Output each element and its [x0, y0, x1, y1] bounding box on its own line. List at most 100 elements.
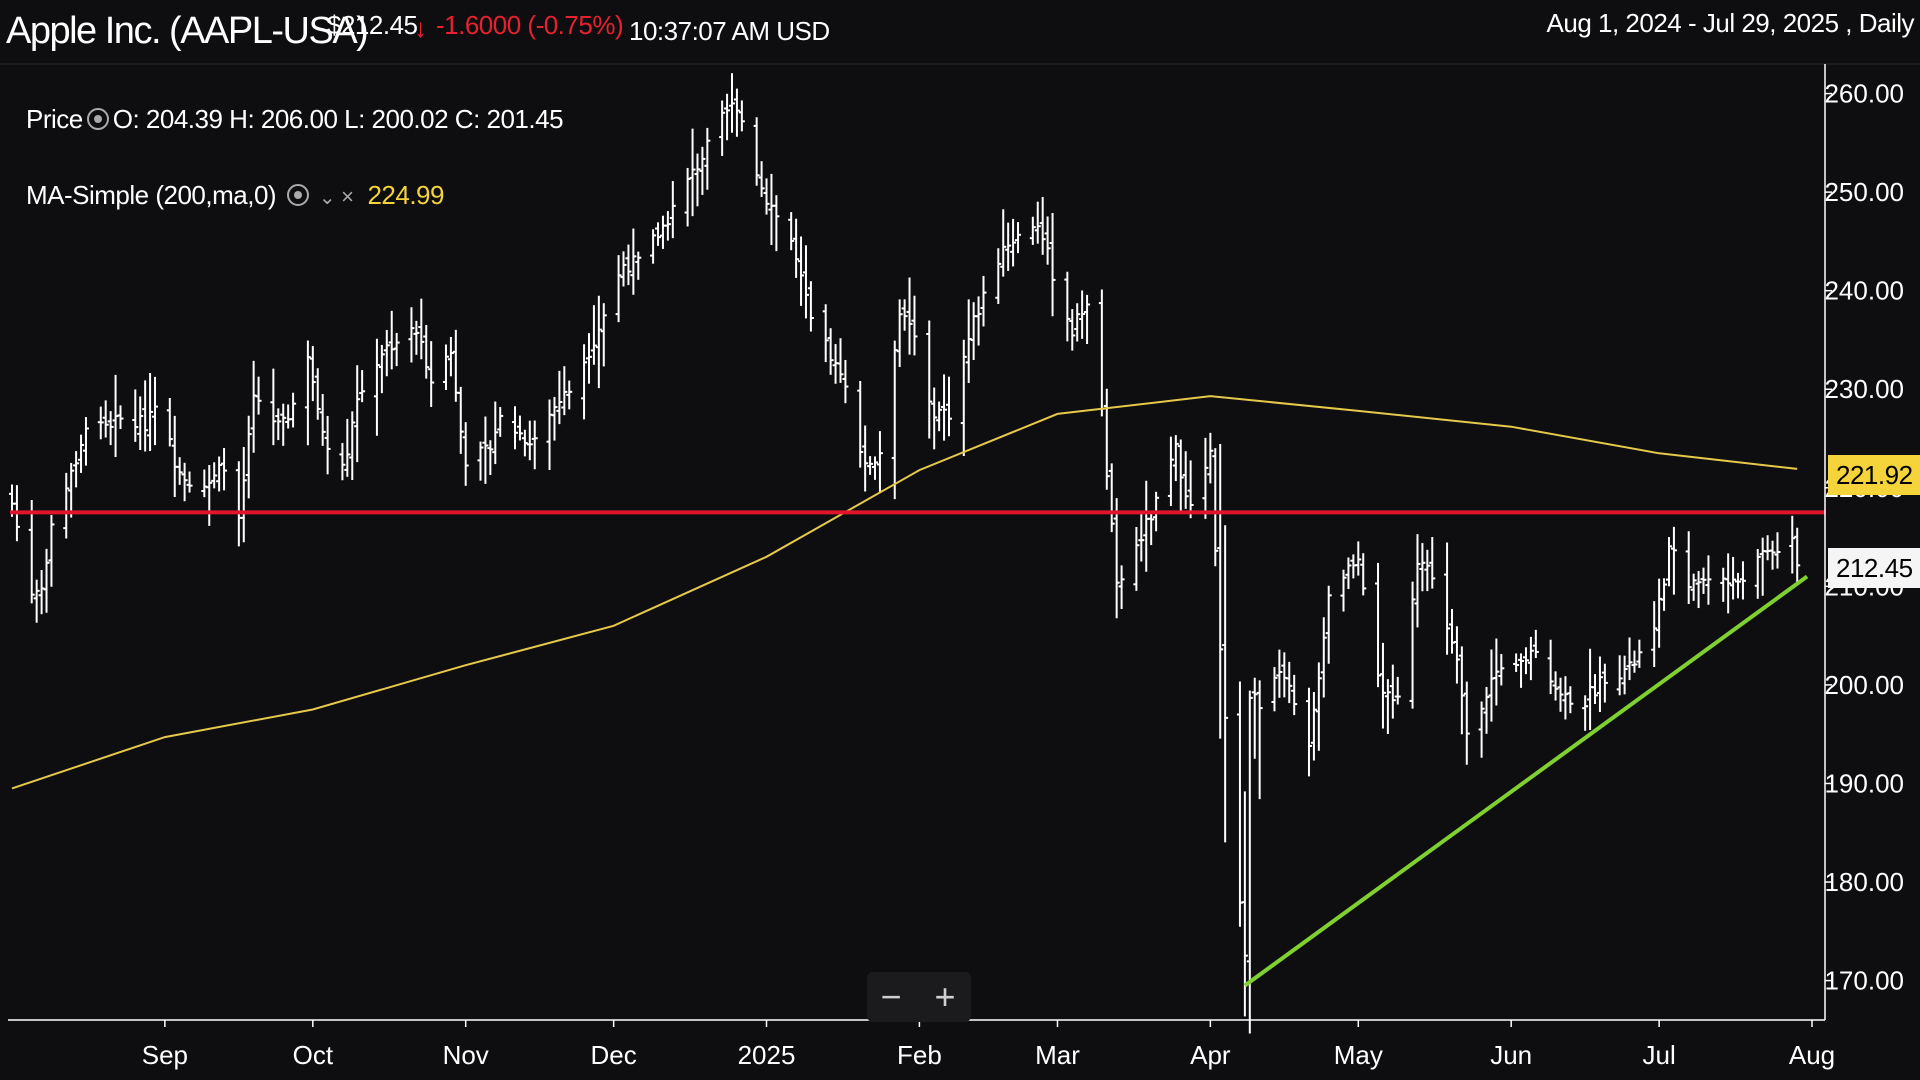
ohlc-bar — [359, 370, 366, 403]
zoom-controls: − + — [867, 972, 971, 1022]
ohlc-bar — [521, 429, 528, 457]
ohlc-bar — [738, 100, 745, 132]
ohlc-bar — [1527, 636, 1534, 681]
ohlc-bar — [447, 336, 454, 377]
ohlc-bar — [1513, 653, 1520, 672]
ohlc-bar — [68, 462, 75, 518]
ohlc-bar — [1665, 537, 1672, 587]
x-tick-label: Jun — [1490, 1040, 1532, 1070]
ohlc-bar — [901, 299, 908, 331]
ohlc-bar — [1389, 664, 1396, 719]
ma-legend-label: MA-Simple (200,ma,0) — [26, 180, 277, 210]
ohlc-bar — [1705, 555, 1712, 605]
x-tick-label: Feb — [897, 1040, 942, 1070]
ohlc-bar — [423, 324, 430, 379]
ohlc-bar — [1522, 647, 1529, 675]
date-range[interactable]: Aug 1, 2024 - Jul 29, 2025 , Daily — [1546, 8, 1915, 38]
ohlc-bar — [827, 328, 834, 375]
trend-line[interactable] — [1243, 574, 1809, 988]
gear-icon[interactable] — [286, 184, 309, 206]
ohlc-bar — [1148, 512, 1155, 546]
chevron-down-icon[interactable]: ⌄ — [318, 187, 336, 209]
ohlc-bar — [1345, 557, 1352, 589]
ohlc-bar — [1113, 498, 1120, 619]
ohlc-bar — [1720, 567, 1727, 602]
ohlc-bar — [28, 499, 35, 604]
ma-200-line — [11, 395, 1798, 790]
ohlc-bar — [1458, 646, 1465, 735]
ohlc-bar — [694, 153, 701, 207]
gear-icon[interactable] — [86, 108, 109, 130]
ohlc-bar — [1601, 663, 1608, 703]
ohlc-bar — [793, 218, 800, 278]
ohlc-bar — [250, 360, 257, 453]
ohlc-bar — [561, 366, 568, 416]
ohlc-bar — [1044, 216, 1051, 265]
ohlc-bar — [664, 211, 671, 241]
y-tick-label: 170.00 — [1824, 966, 1904, 996]
ohlc-bar — [684, 167, 691, 227]
ohlc-bar — [1325, 585, 1332, 664]
ohlc-bar — [1069, 309, 1076, 351]
ohlc-bar — [442, 344, 449, 390]
x-tick-label: Apr — [1190, 1040, 1231, 1070]
ohlc-bar — [152, 376, 159, 446]
ohlc-bar — [1424, 549, 1431, 592]
ohlc-bar — [304, 340, 311, 446]
close-icon[interactable]: × — [341, 184, 354, 209]
ohlc-bar — [1789, 515, 1796, 574]
y-axis[interactable]: 170.00180.00190.00200.00210.00220.00230.… — [1824, 79, 1904, 996]
ohlc-bar — [615, 255, 622, 323]
x-tick-label: 2025 — [738, 1040, 796, 1070]
ohlc-bar — [1754, 548, 1761, 599]
ohlc-bar — [413, 320, 420, 355]
ohlc-bar — [344, 418, 351, 477]
y-tick-label: 240.00 — [1824, 276, 1904, 306]
ohlc-bar — [1246, 690, 1253, 1034]
ohlc-bar — [1064, 271, 1071, 342]
ohlc-bar — [585, 333, 592, 384]
ohlc-bar — [166, 397, 173, 447]
ohlc-bar — [970, 302, 977, 360]
ohlc-bar — [1172, 435, 1179, 482]
ohlc-bar — [1039, 196, 1046, 255]
ohlc-bar — [235, 461, 242, 547]
ohlc-bar — [201, 469, 208, 498]
ohlc-bar — [1079, 290, 1086, 339]
ohlc-bar — [216, 456, 223, 492]
ohlc-bar — [1409, 581, 1416, 709]
ohlc-bar — [729, 73, 735, 133]
x-tick-label: Sep — [142, 1040, 188, 1070]
ohlc-bar — [1631, 650, 1638, 673]
y-tick-label: 180.00 — [1824, 867, 1904, 897]
ohlc-bar — [1310, 692, 1317, 761]
ohlc-bar — [995, 248, 1002, 304]
ohlc-bar — [876, 431, 883, 492]
ohlc-bar — [43, 548, 50, 613]
ohlc-bar — [936, 401, 943, 432]
ohlc-bar — [97, 406, 104, 440]
ohlc-bar — [945, 376, 952, 437]
ohlc-bar — [1187, 460, 1194, 519]
ohlc-bar — [1394, 676, 1401, 705]
ohlc-bar — [1493, 638, 1500, 706]
ohlc-bar — [1449, 608, 1455, 654]
ohlc-bar — [142, 380, 149, 452]
ohlc-bar — [324, 415, 331, 475]
x-axis[interactable]: Sep Oct Nov Dec 2025 Feb Mar Apr May Jun Jul Aug — [142, 1020, 1835, 1070]
ohlc-bar — [1286, 661, 1293, 704]
ohlc-bar — [1670, 526, 1677, 595]
ohlc-bar — [842, 359, 849, 404]
x-tick-label: May — [1334, 1040, 1383, 1070]
ohlc-bar — [1547, 639, 1554, 695]
ohlc-bar — [669, 181, 676, 239]
ohlc-bar — [650, 229, 657, 264]
ohlc-bar — [724, 93, 731, 141]
zoom-in-button[interactable]: + — [934, 976, 956, 1017]
zoom-out-button[interactable]: − — [880, 976, 902, 1017]
ohlc-bar — [1241, 791, 1248, 1017]
ohlc-bar — [285, 404, 292, 429]
ohlc-bar — [1271, 667, 1278, 712]
ohlc-bar — [1463, 681, 1470, 765]
